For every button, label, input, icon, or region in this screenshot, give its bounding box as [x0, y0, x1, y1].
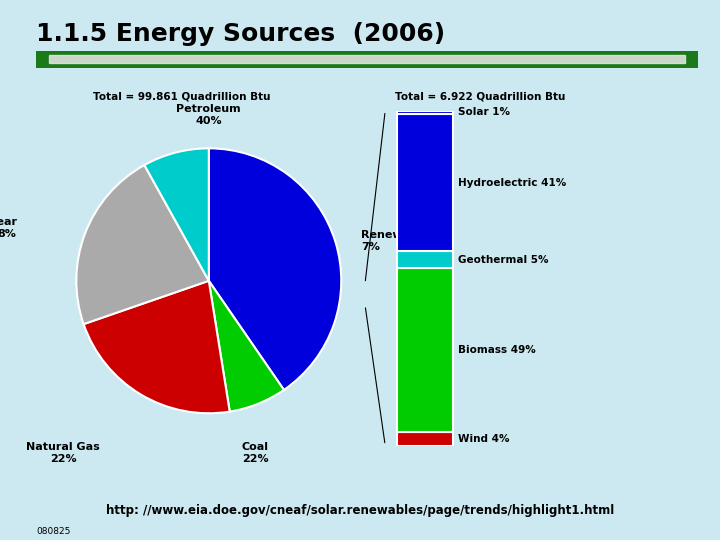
Text: Wind 4%: Wind 4%: [458, 434, 510, 444]
Text: 080825: 080825: [36, 526, 71, 536]
Text: Total = 99.861 Quadrillion Btu: Total = 99.861 Quadrillion Btu: [93, 91, 271, 102]
Bar: [397, 432, 453, 445]
Text: Nuclear
8%: Nuclear 8%: [0, 217, 17, 239]
Bar: [397, 111, 453, 114]
Bar: [397, 114, 453, 251]
Text: Geothermal 5%: Geothermal 5%: [458, 255, 549, 265]
Bar: [397, 268, 453, 432]
Wedge shape: [84, 281, 230, 413]
Wedge shape: [145, 148, 209, 281]
Wedge shape: [209, 148, 341, 390]
Text: Biomass 49%: Biomass 49%: [458, 345, 536, 355]
Wedge shape: [209, 281, 284, 411]
Text: http: //www.eia.doe.gov/cneaf/solar.renewables/page/trends/highlight1.html: http: //www.eia.doe.gov/cneaf/solar.rene…: [106, 504, 614, 517]
Wedge shape: [76, 165, 209, 324]
Text: 1.1.5 Energy Sources  (2006): 1.1.5 Energy Sources (2006): [36, 22, 445, 45]
Text: Petroleum
40%: Petroleum 40%: [176, 104, 241, 126]
Text: Renewable
7%: Renewable 7%: [361, 230, 429, 252]
Bar: [49, 56, 685, 63]
Text: Natural Gas
22%: Natural Gas 22%: [26, 442, 100, 464]
Text: Total = 6.922 Quadrillion Btu: Total = 6.922 Quadrillion Btu: [395, 91, 565, 102]
Text: Coal
22%: Coal 22%: [242, 442, 269, 464]
Text: Hydroelectric 41%: Hydroelectric 41%: [458, 178, 567, 188]
Text: Solar 1%: Solar 1%: [458, 107, 510, 117]
Bar: [397, 251, 453, 268]
